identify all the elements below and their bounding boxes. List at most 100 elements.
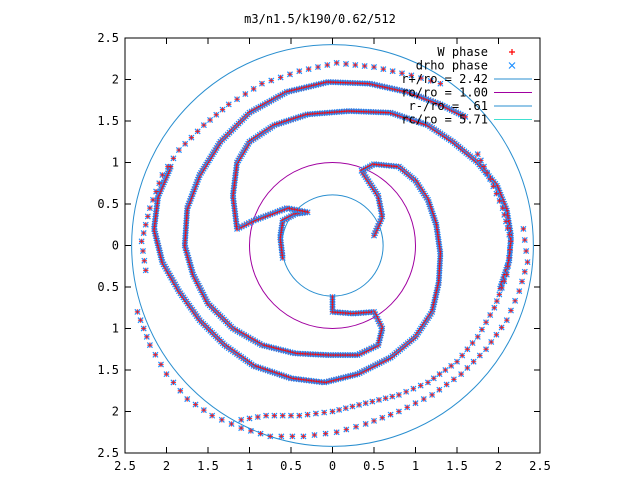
y-tick-label: 1.5 [97, 363, 119, 377]
w-phase-point [500, 205, 506, 211]
w-phase-point [469, 340, 476, 346]
w-phase-point [141, 325, 147, 332]
w-phase-point [475, 151, 481, 157]
x-tick-label: 1 [246, 459, 253, 473]
w-phase-point [471, 359, 477, 365]
w-phase-point [496, 198, 503, 204]
w-phase-point [421, 396, 427, 402]
legend-label: drho phase [416, 59, 488, 73]
legend-label: ro/ro = 1.00 [401, 86, 488, 100]
w-phase-point [209, 413, 215, 419]
w-phase-point [484, 170, 490, 176]
w-phase-point [396, 408, 402, 415]
w-phase-point [134, 309, 141, 315]
w-phase-point [238, 417, 244, 423]
w-phase-point [268, 77, 274, 84]
w-phase-point [505, 263, 511, 269]
w-phase-point [390, 68, 396, 74]
w-phase-point [176, 147, 182, 153]
w-phase-point [145, 213, 151, 220]
w-phase-point [399, 70, 405, 76]
phase-points [134, 59, 531, 440]
w-phase-point [170, 155, 177, 161]
w-phase-point [483, 319, 489, 325]
w-phase-point [376, 397, 382, 403]
w-phase-point [144, 334, 150, 340]
w-phase-point [343, 61, 349, 67]
w-phase-point [238, 425, 244, 431]
w-phase-point [490, 183, 496, 189]
w-phase-point [437, 81, 443, 87]
w-phase-point [494, 298, 500, 304]
w-phase-point [499, 324, 505, 331]
x-tick-label: 0.5 [363, 459, 385, 473]
w-phase-point [429, 392, 435, 398]
w-phase-point [207, 117, 213, 123]
w-phase-point [493, 191, 500, 197]
y-tick-label: 1.5 [97, 114, 119, 128]
x-tick-label: 0 [329, 459, 336, 473]
w-phase-point [156, 180, 162, 186]
w-phase-point [404, 404, 410, 410]
y-tick-label: 2.5 [97, 446, 119, 460]
w-phase-point [170, 379, 177, 386]
w-phase-point [188, 135, 194, 141]
w-phase-point [448, 363, 454, 369]
w-phase-point [246, 415, 253, 422]
w-phase-point [488, 339, 494, 345]
w-phase-point [519, 278, 525, 285]
w-phase-point [352, 62, 358, 68]
x-tick-label: 1.5 [446, 459, 468, 473]
w-phase-point [349, 403, 356, 410]
w-phase-point [479, 326, 485, 333]
w-phase-point [380, 66, 386, 72]
w-phase-point [153, 188, 159, 195]
w-phase-point [436, 387, 442, 393]
w-phase-point [389, 393, 395, 400]
w-phase-point [501, 212, 507, 218]
legend-label: r+/ro = 2.42 [401, 72, 488, 86]
axis-ticks: 2.5 2 1.5 1 0.5 0 0.5 1 1.5 2 2.52.521.510.500.511… [97, 31, 551, 473]
w-phase-point [306, 66, 312, 72]
w-phase-point [412, 400, 419, 406]
w-phase-point [213, 112, 219, 118]
w-phase-point [334, 60, 340, 66]
w-phase-point [228, 421, 235, 427]
w-phase-point [523, 248, 529, 254]
w-phase-point [363, 400, 369, 406]
w-phase-point [255, 414, 261, 420]
w-phase-point [458, 371, 464, 377]
w-phase-point [491, 305, 497, 311]
w-phase-point [431, 375, 437, 381]
w-phase-point [329, 408, 336, 415]
chart-title: m3/n1.5/k190/0.62/512 [244, 12, 396, 26]
w-phase-point [143, 222, 149, 228]
w-phase-point [147, 342, 153, 348]
w-phase-point [508, 238, 514, 244]
legend-label: W phase [437, 45, 488, 59]
w-phase-point [139, 238, 145, 244]
w-phase-point [442, 367, 448, 373]
w-phase-point [454, 359, 460, 365]
x-tick-label: 2.5 [114, 459, 136, 473]
w-phase-point [408, 72, 414, 78]
w-phase-point [300, 433, 307, 439]
w-phase-point [288, 413, 294, 419]
w-phase-point [257, 431, 264, 437]
w-phase-point [396, 392, 402, 398]
w-phase-point [379, 415, 385, 421]
w-phase-point [493, 332, 500, 338]
legend-label: rc/ro = 5.71 [401, 113, 488, 127]
x-tick-label: 1 [412, 459, 419, 473]
w-phase-point [508, 307, 514, 314]
w-phase-point [343, 405, 349, 411]
w-phase-point [336, 407, 342, 413]
w-phase-point [137, 317, 144, 323]
w-phase-point [311, 432, 318, 438]
w-phase-point [451, 376, 457, 382]
w-phase-point [478, 157, 484, 164]
w-phase-point [219, 417, 225, 423]
w-phase-point [369, 398, 375, 405]
w-phase-point [436, 371, 443, 377]
